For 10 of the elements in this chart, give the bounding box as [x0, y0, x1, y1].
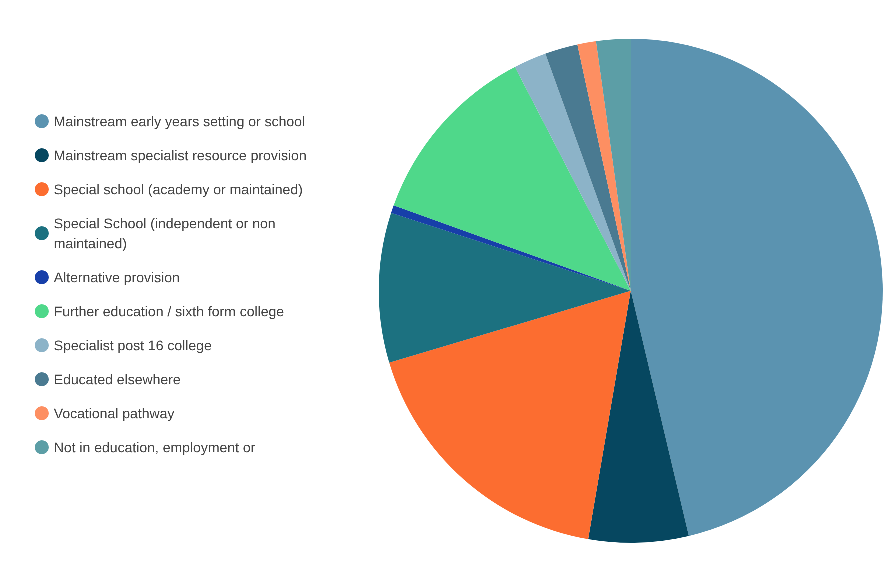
legend-label: Specialist post 16 college: [54, 338, 212, 354]
legend-label: Special School (independent or non maintained): [54, 216, 280, 252]
legend-label: Mainstream early years setting or school: [54, 114, 306, 130]
legend-label: Special school (academy or maintained): [54, 182, 304, 198]
legend-label: Mainstream specialist resource provision: [54, 148, 307, 164]
legend-label: Educated elsewhere: [54, 372, 182, 388]
legend-label: Alternative provision: [54, 270, 180, 286]
legend-label: Not in education, employment or: [54, 440, 256, 456]
legend-label: Vocational pathway: [54, 406, 175, 422]
legend-label: Further education / sixth form college: [54, 304, 285, 320]
